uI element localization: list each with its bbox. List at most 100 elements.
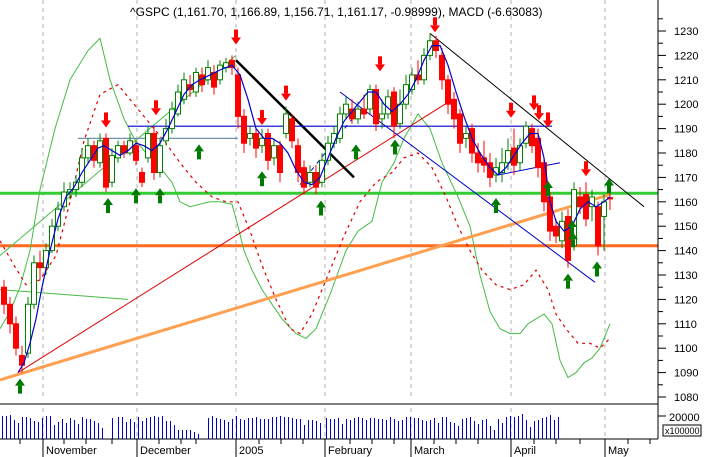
candle-body <box>499 162 505 174</box>
up-candle <box>49 218 55 254</box>
volume-tick-label: 20000 <box>669 412 700 424</box>
up-candle <box>61 182 67 212</box>
blue-small-up-trendline <box>497 162 561 176</box>
arrow-head <box>281 93 291 101</box>
buy-arrow-icon <box>567 220 577 235</box>
price-tick-label: 1190 <box>674 124 698 136</box>
down-candle <box>451 92 457 129</box>
price-tick-label: 1130 <box>674 270 698 282</box>
sell-arrow-icon <box>257 110 267 126</box>
arrow-head <box>563 273 573 281</box>
arrow-shaft <box>546 112 550 121</box>
candle-body <box>547 196 553 232</box>
candle-body <box>529 128 535 147</box>
up-candle <box>97 133 103 168</box>
candle-body <box>457 113 463 144</box>
time-axis: November December 2005 February March April Ma… <box>19 439 651 457</box>
buy-arrow-icon <box>15 378 25 394</box>
candle-body <box>1 286 7 305</box>
candle-body <box>589 196 595 208</box>
down-candle <box>361 94 367 119</box>
down-candle <box>13 316 19 356</box>
sell-arrow-icon <box>231 29 241 45</box>
arrow-shaft <box>260 178 264 187</box>
buy-arrow-icon <box>592 261 602 277</box>
chart-title: ^GSPC (1,161.70, 1,166.89, 1,156.71, 1,1… <box>130 5 543 19</box>
candle-body <box>145 132 151 159</box>
candle-body <box>379 113 385 120</box>
down-candle <box>133 140 139 166</box>
arrow-shaft <box>433 17 437 26</box>
candle-body <box>307 172 313 183</box>
arrow-shaft <box>284 85 288 94</box>
candle-body <box>163 128 169 142</box>
arrow-head <box>491 198 501 206</box>
sell-arrow-icon <box>430 17 440 33</box>
price-tick-label: 1120 <box>674 294 698 306</box>
down-candle <box>277 140 283 183</box>
up-candle <box>385 89 391 119</box>
candle-body <box>241 115 247 144</box>
arrow-shaft <box>197 151 201 160</box>
candle-body <box>445 79 451 105</box>
down-candle <box>475 143 481 173</box>
candle-body <box>361 108 367 115</box>
up-candle <box>109 148 115 188</box>
price-tick-label: 1210 <box>674 75 698 87</box>
down-candle <box>445 74 451 114</box>
arrow-shaft <box>494 205 498 214</box>
arrow-head <box>103 198 113 206</box>
candle-body <box>535 137 541 169</box>
buy-arrow-icon <box>543 180 553 196</box>
month-label: December <box>140 445 191 457</box>
candle-body <box>295 145 301 174</box>
price-tick-label: 1180 <box>674 148 698 160</box>
buy-arrow-icon <box>390 139 400 155</box>
buy-arrow-icon <box>103 198 113 214</box>
candle-body <box>211 71 217 88</box>
sell-arrow-icon <box>151 100 161 116</box>
up-candle <box>421 48 427 85</box>
arrow-shaft <box>104 112 108 121</box>
arrow-shaft <box>18 385 22 394</box>
arrow-shaft <box>571 239 575 248</box>
arrow-shaft <box>570 227 574 235</box>
price-tick-label: 1090 <box>674 368 698 380</box>
candle-body <box>301 167 307 188</box>
candle-body <box>259 137 265 147</box>
down-candle <box>535 128 541 178</box>
arrow-head <box>194 144 204 152</box>
arrow-shaft <box>158 195 162 204</box>
arrow-head <box>543 120 553 128</box>
up-candle <box>397 89 403 129</box>
arrow-head <box>581 169 591 177</box>
month-label: March <box>414 445 445 457</box>
price-tick-label: 1110 <box>674 319 697 331</box>
candle-body <box>367 89 373 110</box>
arrow-head <box>257 171 267 179</box>
indicator-lines <box>0 37 611 379</box>
sell-arrow-icon <box>101 112 111 128</box>
candle-body <box>343 103 349 115</box>
arrow-shaft <box>509 102 513 111</box>
buy-arrow-icon <box>351 144 361 160</box>
arrow-shaft <box>566 280 570 289</box>
buy-arrow-icon <box>568 232 578 248</box>
down-candle <box>235 67 241 129</box>
up-candle <box>337 106 343 144</box>
candle-body <box>7 303 13 325</box>
candle-body <box>49 225 55 252</box>
bollinger-band-line <box>0 37 611 379</box>
price-tick-label: 1100 <box>674 343 698 355</box>
arrow-head <box>592 261 602 269</box>
up-candle <box>499 148 505 183</box>
volume-unit-box <box>662 424 702 437</box>
candle-body <box>397 103 403 125</box>
candle-body <box>439 54 445 81</box>
candle-body <box>217 64 223 81</box>
moving-average-line <box>17 44 611 373</box>
arrow-shaft <box>154 100 158 109</box>
arrow-shaft <box>607 185 611 194</box>
up-candle <box>271 138 277 166</box>
